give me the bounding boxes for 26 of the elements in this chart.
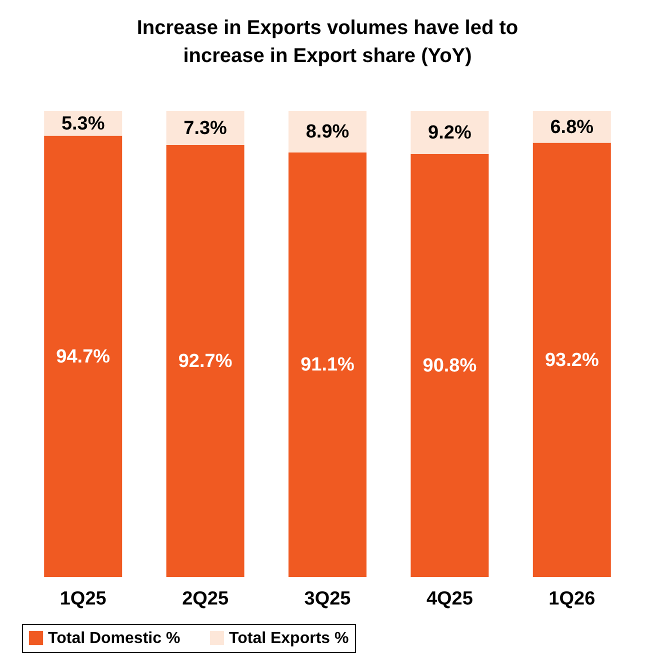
bar [532, 142, 611, 577]
x-tick-label: 2Q25 [182, 588, 229, 610]
data-label: 5.3% [61, 113, 105, 134]
data-label: 8.9% [306, 122, 350, 143]
data-label: 90.8% [422, 355, 477, 376]
x-tick-label: 4Q25 [426, 588, 474, 610]
data-label: 94.7% [56, 346, 110, 368]
bar [44, 136, 122, 577]
bar [288, 152, 366, 577]
bar [166, 145, 244, 577]
data-label: 7.3% [184, 118, 228, 140]
bar [288, 111, 366, 152]
bar [410, 154, 489, 577]
data-label: 92.7% [178, 351, 232, 372]
chart-title: Increase in Exports volumes have led to increase in Export share (YoY) [136, 17, 518, 67]
legend-label: Total Exports % [229, 630, 349, 647]
bar [410, 111, 489, 154]
data-label: 9.2% [428, 122, 472, 144]
x-tick-label: 1Q25 [60, 588, 107, 610]
x-tick-label: 3Q25 [304, 588, 352, 610]
x-tick-label: 1Q26 [548, 588, 596, 610]
data-label: 6.8% [550, 116, 594, 138]
data-label: 91.1% [300, 354, 355, 376]
bar [166, 111, 244, 146]
legend-label: Total Domestic % [48, 630, 180, 647]
data-label: 93.2% [544, 350, 599, 371]
